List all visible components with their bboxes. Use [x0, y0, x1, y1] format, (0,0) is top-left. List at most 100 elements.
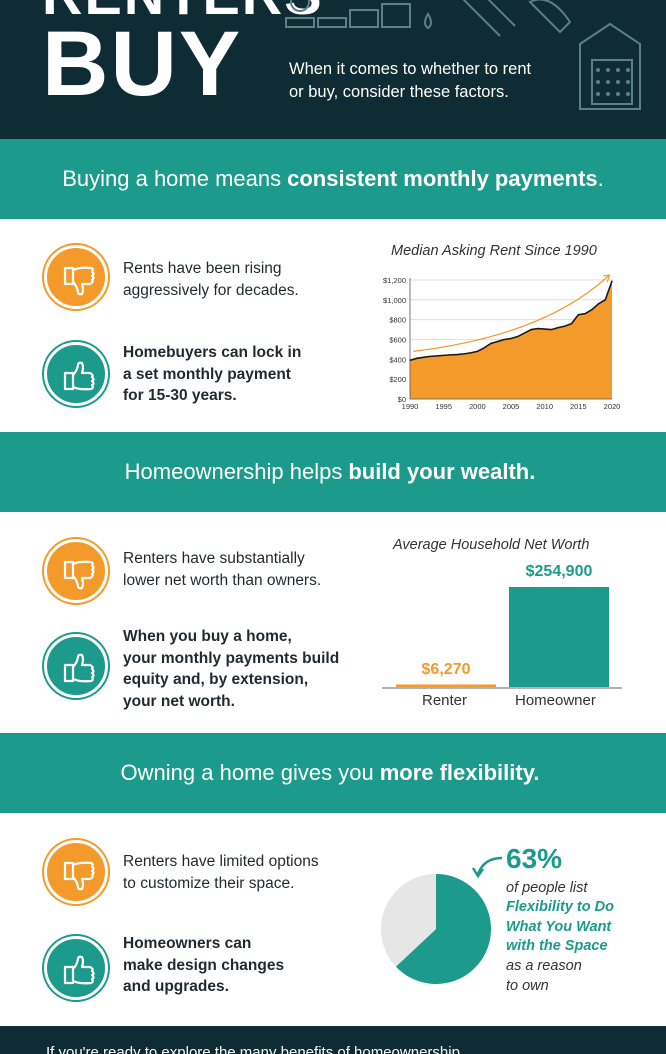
data-point	[557, 327, 559, 329]
text-line: Renters have limited options	[123, 853, 319, 870]
data-point	[523, 332, 526, 334]
data-point	[550, 328, 552, 331]
median-rent-area-chart: $0 $200 $400 $600 $800 $1,000 $1,200 1990 1995 20…	[383, 274, 621, 411]
design-changes-text: Homeowners can make design changes and u…	[123, 933, 284, 998]
hero-title-buy: BUY	[42, 13, 243, 115]
trend-arrow	[413, 274, 610, 352]
x-tick-label: 2000	[469, 402, 486, 411]
data-point	[544, 328, 546, 330]
data-point	[510, 337, 512, 340]
lock-payment-text: Homebuyers can lock in a set monthly pay…	[123, 342, 301, 407]
text-line: to customize their space.	[123, 874, 295, 892]
heading-text: Homeownership helps	[124, 459, 343, 484]
y-tick-label: $400	[389, 355, 406, 364]
rent-rising-text: Rents have been rising aggressively for …	[123, 258, 299, 301]
text-line: with the Space	[506, 938, 608, 954]
hero-title-top: RENTERS	[42, 0, 324, 27]
thumbs-down-icon	[44, 245, 108, 309]
flexibility-pie-chart	[381, 874, 491, 984]
text-line: Flexibility to Do	[506, 899, 614, 915]
data-point	[577, 314, 579, 316]
x-tick-label: 1995	[435, 402, 452, 411]
rent-chart-title: Median Asking Rent Since 1990	[391, 243, 597, 259]
y-tick-label: $0	[398, 395, 406, 404]
x-tick-label: 2020	[604, 402, 621, 411]
limited-options-text: Renters have limited options to customiz…	[123, 851, 319, 894]
text-line: Homeowners can	[123, 935, 252, 952]
net-worth-chart-title: Average Household Net Worth	[393, 537, 590, 553]
data-point	[483, 347, 485, 349]
hero-subtitle: When it comes to whether to rent or buy,…	[289, 58, 589, 104]
data-point	[584, 313, 586, 315]
trend-arrowhead	[603, 274, 611, 283]
homeowner-value-label: $254,900	[525, 563, 593, 580]
text-line: your net worth.	[123, 692, 235, 710]
text-line: a set monthly payment	[123, 365, 291, 383]
renter-category-label: Renter	[422, 692, 468, 709]
footer-banner: If you're ready to explore the many bene…	[0, 1026, 666, 1054]
heading-text: .	[597, 166, 604, 191]
build-equity-text: When you buy a home, your monthly paymen…	[123, 626, 339, 712]
footer-text: If you're ready to explore the many bene…	[46, 1044, 460, 1054]
text-line: equity and, by extension,	[123, 671, 309, 688]
data-point	[604, 299, 606, 301]
hero-subtitle-line: or buy, consider these factors.	[289, 83, 509, 101]
data-point	[443, 354, 445, 356]
home-tools-decoration-icon	[285, 0, 641, 110]
text-line: as a reason	[506, 958, 582, 974]
heading-bold-text: build your wealth.	[348, 459, 536, 484]
y-tick-label: $1,000	[383, 296, 406, 305]
section-heading-flexibility: Owning a home gives you more flexibility…	[0, 733, 666, 813]
data-point	[422, 356, 425, 358]
other-slice	[381, 874, 436, 967]
data-point	[449, 354, 451, 356]
data-point	[456, 353, 458, 356]
data-point	[571, 323, 573, 325]
text-line: make design changes	[123, 956, 285, 974]
thumbs-down-icon	[44, 539, 108, 603]
renter-value-label: $6,270	[421, 660, 471, 678]
homeowner-category-label: Homeowner	[515, 692, 596, 709]
data-point	[611, 280, 613, 282]
data-point	[416, 357, 418, 359]
data-point	[517, 335, 519, 338]
x-tick-label: 2005	[503, 402, 520, 411]
net-worth-bar-chart	[382, 587, 622, 689]
thumbs-up-icon	[44, 342, 108, 406]
homeowner-bar	[509, 587, 609, 687]
heading-bold-text: consistent monthly payments	[287, 166, 598, 191]
text-line: What You Want	[506, 918, 612, 935]
section-heading-payments: Buying a home means consistent monthly p…	[0, 139, 666, 219]
data-point	[503, 338, 505, 341]
text-line: and upgrades.	[123, 978, 229, 995]
text-line: Rents have been rising	[123, 260, 282, 277]
pie-caption-emphasis: Flexibility to Do What You Want with the…	[506, 898, 614, 957]
y-tick-label: $200	[389, 375, 406, 384]
text-line: your monthly payments build	[123, 649, 340, 667]
text-line: Homebuyers can lock in	[123, 344, 302, 361]
text-line: lower net worth than owners.	[123, 571, 322, 589]
data-point	[530, 328, 532, 331]
text-line: Renters have substantially	[123, 550, 305, 567]
hero-banner: RENTERS BUY When it comes to whether to …	[0, 0, 666, 139]
y-tick-label: $1,200	[383, 276, 406, 285]
data-point	[470, 352, 472, 354]
x-tick-label: 2015	[570, 402, 587, 411]
y-tick-label: $800	[389, 316, 406, 325]
flexibility-slice	[395, 874, 491, 984]
x-tick-label: 2010	[536, 402, 553, 411]
renter-bar	[396, 684, 496, 687]
thumbs-up-icon	[44, 634, 108, 698]
heading-text: Buying a home means	[62, 166, 282, 191]
data-point	[496, 340, 499, 343]
curved-arrow-icon	[471, 856, 503, 879]
thumbs-up-icon	[44, 936, 108, 1000]
hero-subtitle-line: When it comes to whether to rent	[289, 60, 532, 78]
pie-caption-post: as a reason to own	[506, 957, 582, 996]
data-point	[476, 350, 478, 352]
x-tick-label: 1990	[402, 402, 419, 411]
text-line: to own	[506, 977, 549, 994]
thumbs-down-icon	[44, 840, 108, 904]
heading-bold-text: more flexibility.	[379, 760, 540, 785]
text-line: When you buy a home,	[123, 628, 292, 645]
